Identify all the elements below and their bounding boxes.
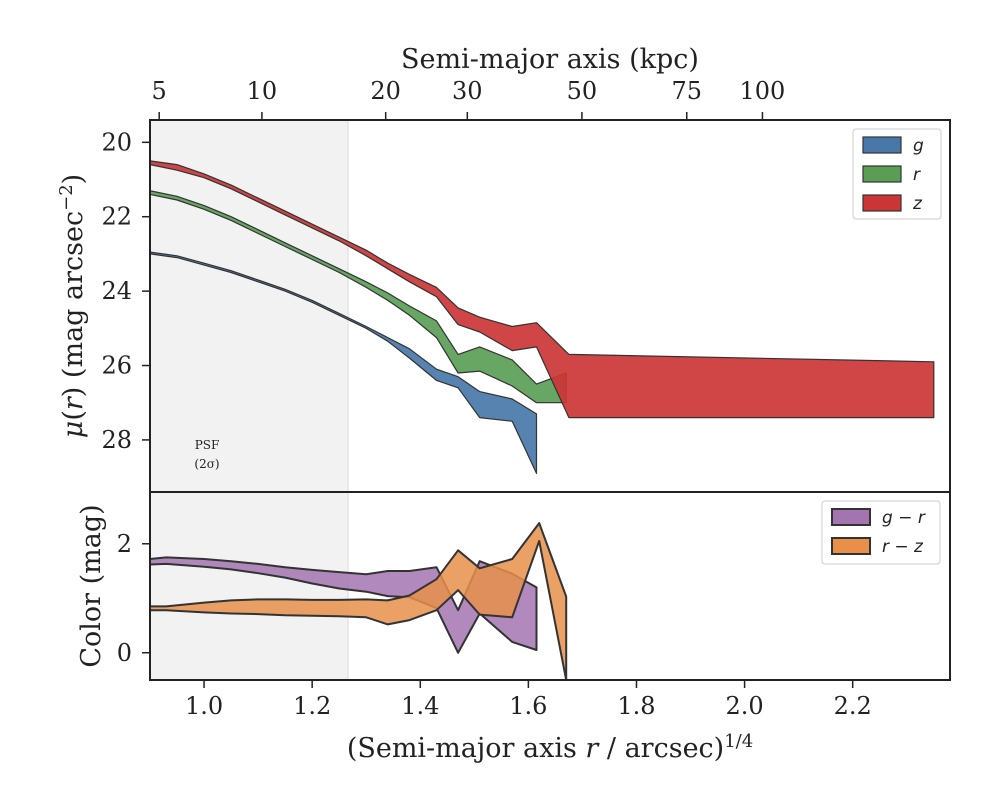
y-tick-label: 28 bbox=[101, 426, 132, 454]
color-y-ticks: 02 bbox=[117, 530, 150, 667]
kpc-tick-label: 5 bbox=[152, 77, 167, 105]
x-tick-label: 1.6 bbox=[509, 692, 547, 720]
bottom-x-axis-title: (Semi-major axis r / arcsec)1/4 bbox=[347, 731, 753, 765]
band-z bbox=[150, 160, 935, 419]
bottom-x-ticks: 1.0 1.2 1.4 1.6 1.8 2.0 2.2 bbox=[185, 680, 872, 720]
y-tick-label: 0 bbox=[117, 639, 132, 667]
surface-brightness-y-axis-title: μ(r) (mag arcsec−2) bbox=[56, 174, 90, 438]
y-tick-label: 20 bbox=[101, 128, 132, 156]
color-panel: 02 1.0 1.2 1.4 1.6 1.8 2.0 2.2 g − rr − z bbox=[117, 491, 951, 720]
surface-brightness-y-ticks: 20 22 24 26 28 bbox=[101, 128, 150, 454]
color-bands bbox=[150, 522, 568, 680]
y-tick-label: 26 bbox=[101, 352, 132, 380]
y-tick-label: 2 bbox=[117, 530, 132, 558]
psf-label-line2: (2σ) bbox=[194, 457, 219, 471]
x-tick-label: 1.8 bbox=[617, 692, 655, 720]
legend-swatch bbox=[831, 537, 871, 555]
kpc-tick-label: 100 bbox=[740, 77, 786, 105]
legend-swatch bbox=[831, 508, 871, 526]
legend-label: r bbox=[913, 165, 921, 185]
legend-label: g − r bbox=[882, 508, 926, 528]
color-axes-frame bbox=[149, 491, 951, 681]
x-tick-label: 1.0 bbox=[185, 692, 223, 720]
surface-brightness-bands bbox=[150, 160, 935, 474]
kpc-top-x-ticks: 5 10 20 30 50 75 100 bbox=[152, 77, 786, 120]
legend-label: r − z bbox=[882, 537, 924, 557]
x-tick-label: 1.2 bbox=[293, 692, 331, 720]
y-tick-label: 22 bbox=[101, 203, 132, 231]
legend-swatch bbox=[862, 194, 902, 212]
psf-label-line1: PSF bbox=[195, 438, 220, 452]
psf-shaded-region bbox=[150, 120, 349, 492]
color-y-axis-title: Color (mag) bbox=[76, 504, 107, 667]
color-legend: g − r r − z bbox=[821, 500, 941, 565]
y-tick-label: 24 bbox=[101, 277, 132, 305]
band-g bbox=[150, 251, 538, 474]
legend-label: z bbox=[912, 194, 923, 214]
legend-swatch bbox=[862, 136, 902, 154]
kpc-tick-label: 20 bbox=[370, 77, 401, 105]
legend-label: g bbox=[913, 136, 924, 156]
kpc-tick-label: 10 bbox=[247, 77, 278, 105]
top-x-axis-title: Semi-major axis (kpc) bbox=[401, 44, 699, 75]
legend-swatch bbox=[862, 165, 902, 183]
x-tick-label: 1.4 bbox=[401, 692, 439, 720]
surface-brightness-panel: 20 22 24 26 28 5 10 20 30 50 75 100 PSF (2σ) grz bbox=[101, 77, 951, 493]
x-tick-label: 2.2 bbox=[834, 692, 872, 720]
band-rz bbox=[150, 522, 568, 680]
psf-shaded-region-color bbox=[150, 492, 349, 680]
x-tick-label: 2.0 bbox=[726, 692, 764, 720]
kpc-tick-label: 75 bbox=[671, 77, 702, 105]
band-legend: grz bbox=[852, 128, 942, 220]
kpc-tick-label: 30 bbox=[452, 77, 483, 105]
kpc-tick-label: 50 bbox=[567, 77, 598, 105]
